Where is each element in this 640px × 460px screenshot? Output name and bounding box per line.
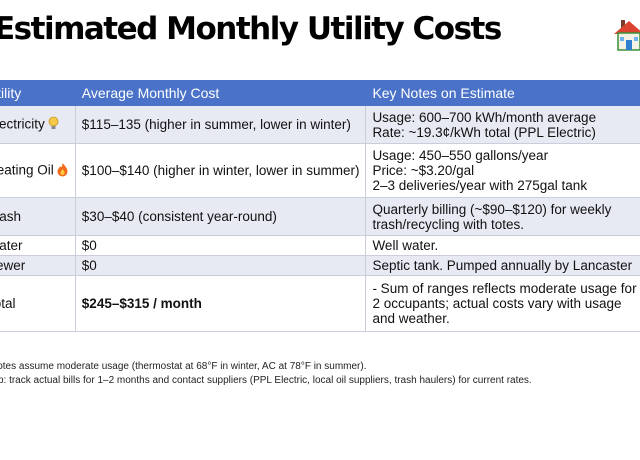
cell-average-monthly-cost: $245–$315 / month bbox=[74, 275, 367, 332]
cell-utility: Electricity bbox=[0, 105, 76, 144]
cell-key-notes: - Sum of ranges reflects moderate usage … bbox=[365, 275, 640, 332]
footnote-line: Notes assume moderate usage (thermostat … bbox=[0, 361, 367, 372]
cell-key-notes: Well water. bbox=[365, 235, 640, 256]
header-key-notes: Key Notes on Estimate bbox=[365, 80, 640, 106]
footnotes: Notes assume moderate usage (thermostat … bbox=[0, 360, 532, 388]
cell-average-monthly-cost: $0 bbox=[74, 255, 367, 276]
cell-utility: Sewer bbox=[0, 255, 76, 276]
note-line: Well water. bbox=[372, 238, 439, 253]
cell-utility: Trash bbox=[0, 197, 76, 236]
table-row: Electricity $115–135 (higher in summer, l… bbox=[0, 105, 640, 144]
table-row: Trash$30–$40 (consistent year-round)Quar… bbox=[0, 197, 640, 236]
table-row: Sewer $0 Septic tank. Pumped annually by L… bbox=[0, 255, 640, 276]
utility-cost-table: Utility Average Monthly Cost Key Notes o… bbox=[0, 80, 640, 332]
cell-average-monthly-cost: $30–$40 (consistent year-round) bbox=[74, 197, 367, 236]
cell-average-monthly-cost: $115–135 (higher in summer, lower in win… bbox=[74, 105, 367, 144]
note-line: Usage: 450–550 gallons/year bbox=[372, 148, 549, 163]
utility-name: Total bbox=[0, 296, 16, 311]
cell-average-monthly-cost: $100–$140 (higher in winter, lower in su… bbox=[74, 143, 367, 198]
note-line: - Sum of ranges reflects moderate usage … bbox=[372, 281, 637, 296]
utility-name: Water bbox=[0, 238, 23, 253]
footnote-line: Tip: track actual bills for 1–2 months a… bbox=[0, 375, 532, 386]
note-line: 2 occupants; actual costs vary with usag… bbox=[372, 296, 622, 311]
table-row: Total $245–$315 / month - Sum of ranges re… bbox=[0, 275, 640, 332]
cell-key-notes: Usage: 450–550 gallons/year Price: ~$3.20… bbox=[365, 143, 640, 198]
utility-name: Heating Oil bbox=[0, 162, 54, 178]
utility-name: Electricity bbox=[0, 116, 45, 132]
flame-icon bbox=[56, 162, 69, 180]
note-line: Rate: ~19.3¢/kWh total (PPL Electric) bbox=[372, 124, 596, 140]
table-header-row: Utility Average Monthly Cost Key Notes o… bbox=[0, 80, 640, 106]
table-row: Heating Oil $100–$140 (higher in winter, … bbox=[0, 143, 640, 198]
note-line: Price: ~$3.20/gal bbox=[372, 163, 475, 178]
cell-utility: Water bbox=[0, 235, 76, 256]
header-average-monthly-cost: Average Monthly Cost bbox=[74, 80, 367, 106]
cell-key-notes: Quarterly billing (~$90–$120) for weekly… bbox=[365, 197, 640, 236]
house-icon bbox=[614, 20, 640, 51]
lightbulb-icon bbox=[47, 116, 60, 134]
cell-utility: Total bbox=[0, 275, 76, 332]
cell-average-monthly-cost: $0 bbox=[74, 235, 367, 256]
note-line: 2–3 deliveries/year with 275gal tank bbox=[372, 178, 588, 193]
utility-name: Sewer bbox=[0, 258, 26, 273]
cell-key-notes: Usage: 600–700 kWh/month average Rate: ~1… bbox=[365, 105, 640, 144]
note-line: trash/recycling with totes. bbox=[372, 216, 524, 232]
header-utility: Utility bbox=[0, 80, 76, 106]
page-title: Estimated Monthly Utility Costs bbox=[0, 11, 502, 47]
cell-key-notes: Septic tank. Pumped annually by Lancaste… bbox=[365, 255, 640, 276]
note-line: Septic tank. Pumped annually by Lancaste… bbox=[372, 258, 633, 273]
note-line: Quarterly billing (~$90–$120) for weekly bbox=[372, 201, 612, 217]
utility-name: Trash bbox=[0, 209, 22, 224]
table-row: Water $0 Well water. bbox=[0, 235, 640, 256]
note-line: Usage: 600–700 kWh/month average bbox=[372, 109, 597, 125]
cell-utility: Heating Oil bbox=[0, 143, 76, 198]
note-line: and weather. bbox=[372, 311, 450, 326]
